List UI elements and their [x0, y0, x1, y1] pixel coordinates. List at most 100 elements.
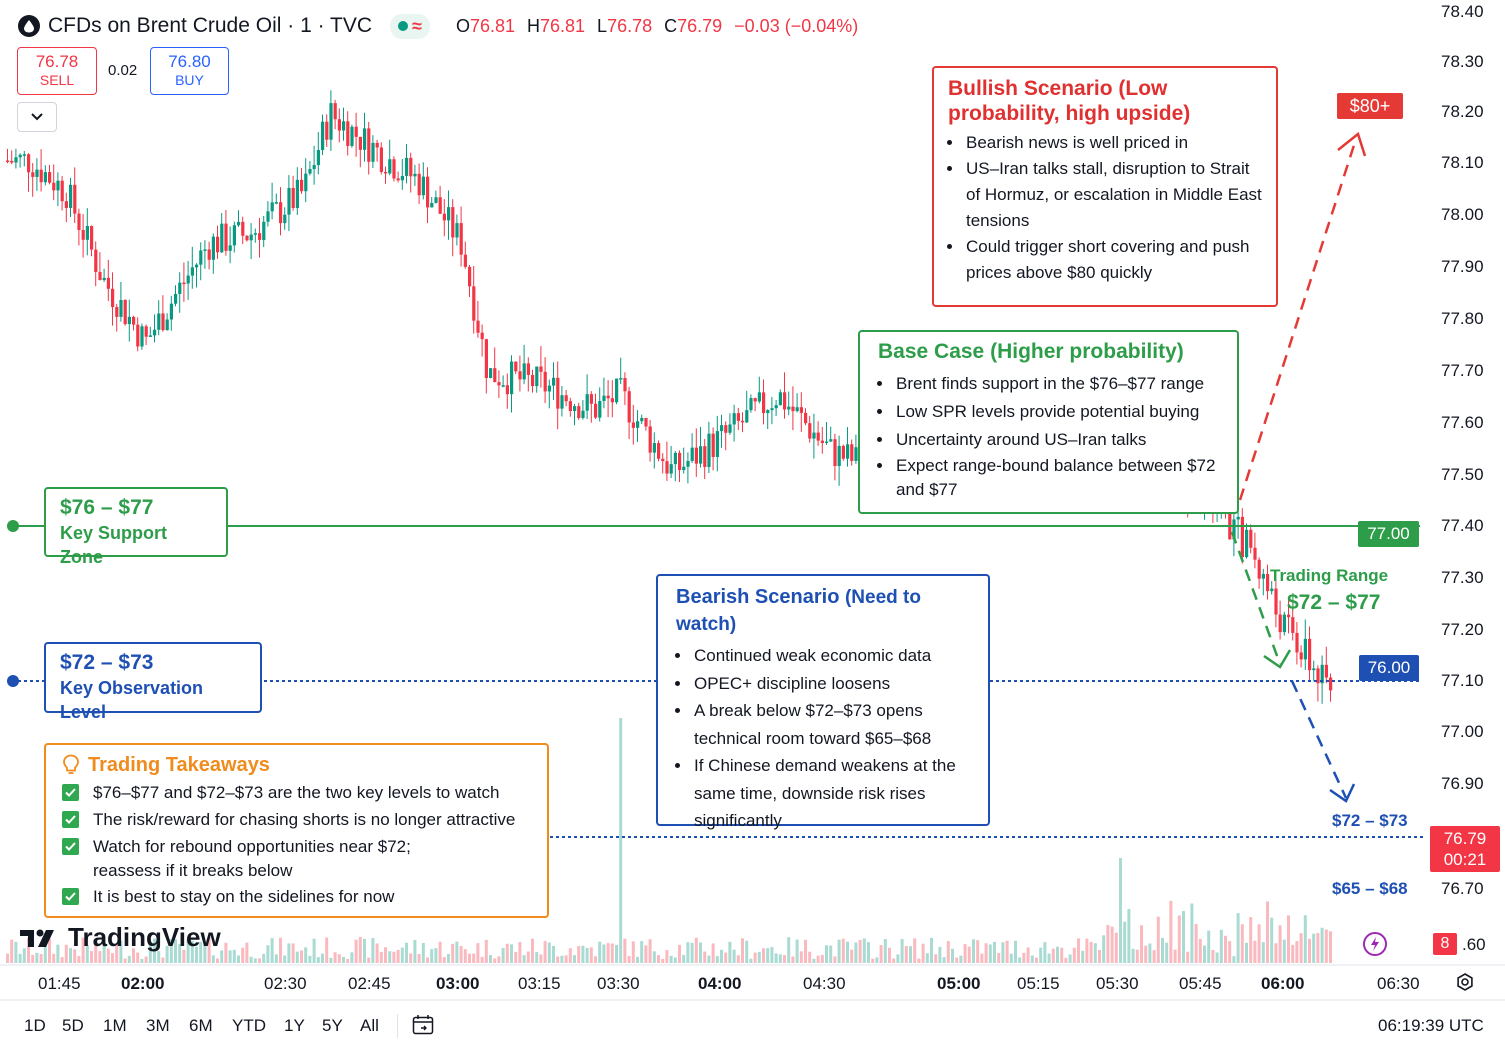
range-button-1y[interactable]: 1Y — [284, 1016, 305, 1035]
volume-bar — [1278, 925, 1282, 963]
candle-body — [127, 316, 131, 325]
candle — [736, 407, 740, 431]
utc-clock[interactable]: 06:19:39 UTC — [1378, 1016, 1484, 1035]
candle-body — [1295, 632, 1299, 653]
volume-bar — [333, 952, 337, 963]
volume-bar — [123, 958, 127, 963]
volume-bar — [1190, 903, 1194, 963]
candle — [300, 168, 304, 194]
candle-body — [543, 371, 547, 392]
observation-line-handle[interactable] — [7, 675, 19, 687]
candle-body — [69, 184, 73, 208]
candle — [678, 450, 682, 483]
candle — [1316, 665, 1320, 702]
support-line-handle[interactable] — [7, 520, 19, 532]
tradingview-logo-icon — [20, 929, 54, 947]
support-price-tag[interactable]: 77.00 — [1358, 521, 1419, 547]
candle — [375, 139, 379, 162]
price-tick: 76.90 — [1441, 774, 1484, 793]
trading-takeaways-box[interactable]: Trading Takeaways $76–$77 and $72–$73 ar… — [44, 743, 549, 918]
volume-bar — [770, 947, 774, 963]
candle — [291, 175, 295, 211]
candle-body — [741, 420, 745, 423]
sell-button[interactable]: 76.78 SELL — [17, 47, 97, 95]
base-case-box[interactable]: Base Case (Higher probability) Brent fin… — [858, 330, 1239, 514]
delayed-data-icon: ≈ — [412, 15, 422, 36]
candle-body — [106, 277, 110, 289]
candle — [371, 135, 375, 168]
candle-body — [211, 236, 215, 260]
volume-bar — [510, 944, 513, 963]
range-button-1m[interactable]: 1M — [103, 1016, 127, 1035]
candle — [833, 433, 837, 481]
volume-bar — [1219, 929, 1223, 963]
volume-bar — [279, 937, 282, 963]
market-status[interactable]: ≈ — [390, 13, 430, 39]
candle-body — [850, 444, 854, 461]
candle-body — [770, 408, 774, 411]
candle — [564, 390, 568, 407]
candle — [144, 324, 148, 346]
volume-bar — [384, 947, 387, 963]
collapse-legend-button[interactable] — [17, 102, 57, 132]
candle-body — [757, 392, 761, 402]
candle — [190, 246, 194, 289]
candle-body — [1236, 516, 1240, 520]
candle — [510, 355, 514, 413]
volume-bar — [951, 948, 954, 963]
candle — [438, 185, 442, 215]
candle-body — [489, 368, 493, 378]
candle-body — [430, 202, 434, 208]
range-button-3m[interactable]: 3M — [146, 1016, 170, 1035]
volume-bar — [98, 951, 102, 963]
candle-body — [1308, 638, 1312, 671]
lightning-icon[interactable] — [1363, 932, 1387, 956]
observation-level-box[interactable]: $72 – $73 Key Observation Level — [44, 642, 262, 722]
volume-bar — [6, 953, 9, 963]
range-button-1d[interactable]: 1D — [24, 1016, 46, 1035]
range-button-all[interactable]: All — [360, 1016, 379, 1035]
volume-bar — [678, 944, 681, 963]
volume-bar — [682, 954, 686, 963]
candle-body — [274, 202, 278, 204]
symbol-title[interactable]: CFDs on Brent Crude Oil · 1 · TVC — [48, 14, 373, 37]
volume-bar — [1051, 948, 1055, 963]
range-button-ytd[interactable]: YTD — [232, 1016, 266, 1035]
candle — [48, 164, 52, 185]
volume-bar — [577, 946, 581, 963]
support-zone-box[interactable]: $76 – $77 Key Support Zone — [44, 487, 228, 567]
bearish-scenario-box[interactable]: Bearish Scenario (Need to watch) Continu… — [656, 574, 990, 830]
candle — [690, 433, 694, 463]
bullish-scenario-box[interactable]: Bullish Scenario (Low probability, high … — [932, 66, 1278, 307]
candle — [682, 447, 686, 474]
candle-body — [652, 443, 656, 453]
range-button-5y[interactable]: 5Y — [322, 1016, 343, 1035]
range-button-6m[interactable]: 6M — [189, 1016, 213, 1035]
time-tick: 03:15 — [518, 974, 561, 993]
calendar-goto-icon[interactable] — [412, 1014, 436, 1041]
candle-body — [325, 121, 329, 140]
observation-price-tag[interactable]: 76.00 — [1359, 655, 1419, 681]
volume-bar — [791, 956, 795, 963]
candle-body — [384, 171, 388, 174]
range-button-5d[interactable]: 5D — [62, 1016, 84, 1035]
candle-body — [640, 417, 644, 422]
candle — [787, 391, 791, 416]
price-tick: 77.20 — [1441, 620, 1484, 639]
candle-body — [216, 236, 220, 253]
volume-bar — [438, 941, 442, 963]
settings-gear-icon[interactable] — [1455, 972, 1475, 992]
ohlc-close: C76.79 — [664, 15, 723, 36]
candle — [1274, 581, 1278, 628]
candle — [585, 374, 589, 420]
candle — [854, 434, 858, 464]
candle-body — [783, 392, 787, 410]
candle-body — [610, 398, 614, 403]
volume-bar — [484, 939, 488, 963]
buy-button[interactable]: 76.80 BUY — [150, 47, 229, 95]
candle-body — [442, 213, 446, 221]
candle — [60, 176, 64, 211]
alerts-badge[interactable]: 8 — [1433, 933, 1457, 955]
bar-countdown: 00:21 — [1443, 850, 1487, 869]
candle-body — [363, 128, 367, 150]
